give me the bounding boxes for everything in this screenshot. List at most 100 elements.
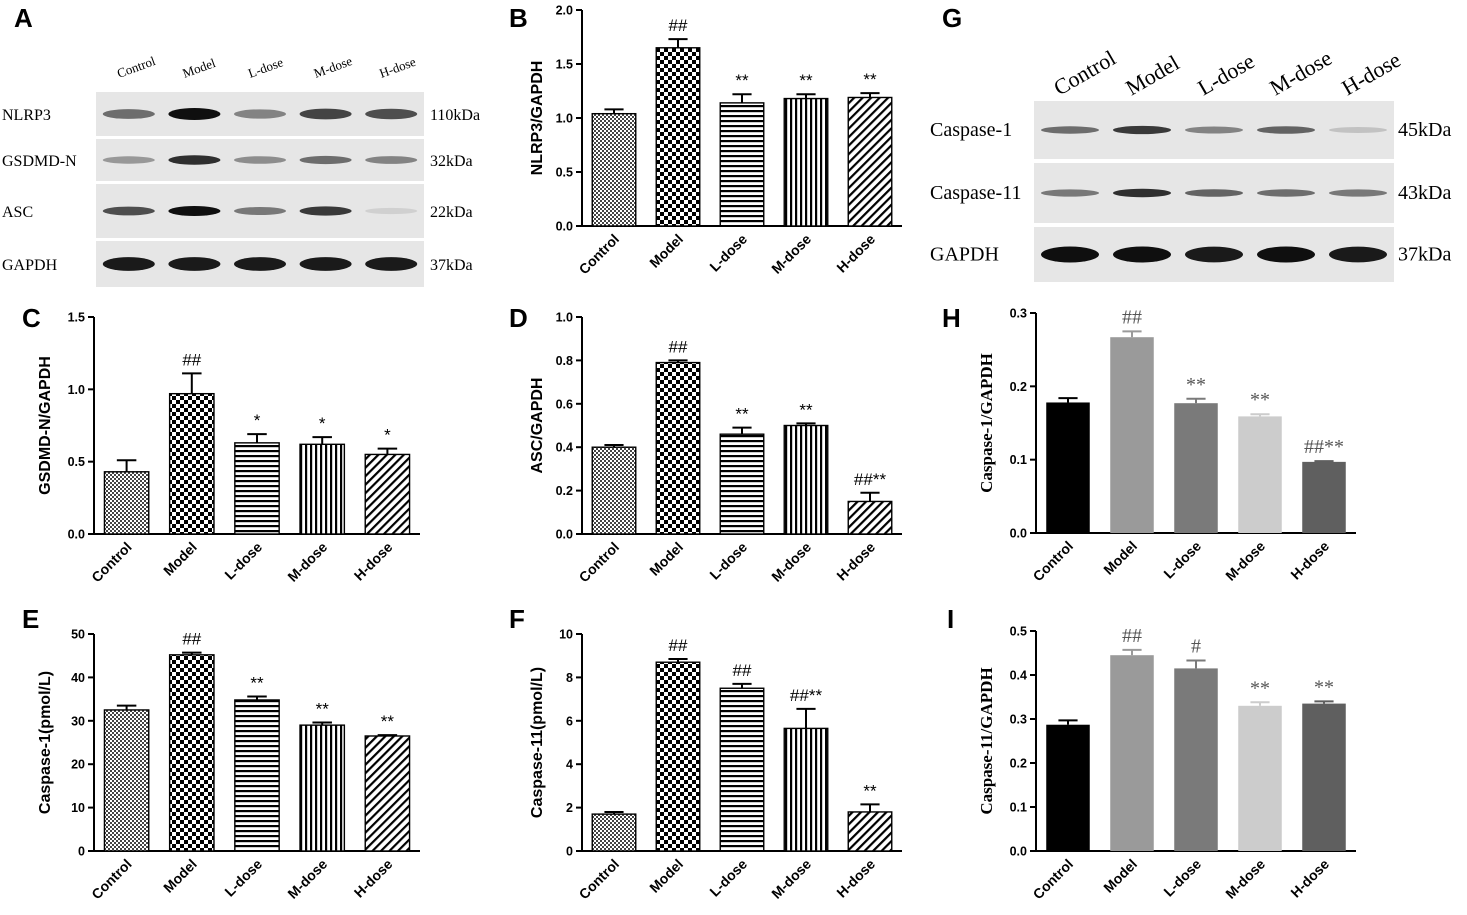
- category-label: M-dose: [284, 539, 330, 585]
- y-tick-label: 0.2: [1010, 757, 1027, 771]
- significance-label: **: [1250, 677, 1270, 699]
- blot-band: [1113, 125, 1171, 135]
- significance-label: ##: [1122, 306, 1142, 328]
- blot-lane-label: Control: [115, 53, 158, 81]
- significance-label: ##: [182, 630, 201, 649]
- y-axis-label: Caspase-11(pmol/L): [529, 667, 546, 818]
- blot-lane-label: Control: [1049, 45, 1120, 100]
- chart-b-nlrp3: 0.0 0.5 1.0 1.5 2.0 NLRP3/GAPDH Control ## Model…: [529, 4, 902, 277]
- blot-band: [168, 206, 221, 216]
- blot-protein-label: Caspase-11: [930, 182, 1021, 204]
- y-tick-label: 10: [71, 801, 85, 815]
- bar: [1110, 337, 1154, 533]
- y-axis-label: NLRP3/GAPDH: [529, 61, 546, 176]
- y-tick-label: 0.1: [1010, 453, 1027, 467]
- bar: [847, 811, 893, 852]
- blot-size-label: 37kDa: [430, 257, 473, 274]
- blot-band: [1041, 126, 1099, 134]
- significance-label: *: [319, 414, 326, 433]
- panel-label-d: D: [509, 303, 528, 333]
- blot-band: [1041, 189, 1099, 197]
- category-label: L-dose: [1160, 538, 1204, 582]
- blot-band: [299, 108, 352, 120]
- blot-lane-label: M-dose: [1265, 45, 1336, 100]
- bar: [1046, 402, 1090, 533]
- bar: [1302, 703, 1346, 851]
- y-tick-label: 0.6: [556, 397, 573, 411]
- category-label: L-dose: [706, 231, 750, 275]
- bar: [783, 727, 829, 852]
- category-label: H-dose: [351, 539, 396, 584]
- y-tick-label: 8: [566, 671, 573, 685]
- y-tick-label: 4: [566, 758, 573, 772]
- bar: [719, 687, 765, 852]
- bar: [655, 661, 701, 852]
- y-tick-label: 0.0: [1010, 527, 1027, 541]
- bar: [783, 424, 829, 535]
- bar: [103, 709, 150, 852]
- y-tick-label: 1.0: [556, 112, 573, 126]
- blot-protein-label: NLRP3: [2, 107, 51, 124]
- western-blot-g: Control Model L-dose M-dose H-dose Caspase-1 4…: [930, 45, 1451, 282]
- category-label: Model: [646, 231, 686, 271]
- blot-size-label: 110kDa: [430, 107, 480, 124]
- y-tick-label: 0.3: [1010, 307, 1027, 321]
- y-tick-label: 0.5: [556, 166, 573, 180]
- bar: [1174, 403, 1218, 533]
- y-tick-label: 0: [78, 845, 85, 859]
- category-label: Control: [1030, 856, 1077, 903]
- bar: [103, 471, 150, 535]
- category-label: M-dose: [1222, 856, 1268, 902]
- bar: [783, 97, 829, 227]
- blot-size-label: 43kDa: [1398, 182, 1451, 204]
- category-label: M-dose: [768, 231, 814, 277]
- blot-band: [299, 155, 352, 165]
- category-label: L-dose: [1160, 856, 1204, 900]
- y-tick-label: 40: [71, 671, 85, 685]
- category-label: H-dose: [833, 539, 878, 584]
- blot-band: [365, 156, 418, 164]
- blot-protein-label: GAPDH: [2, 257, 58, 274]
- blot-band: [102, 206, 155, 216]
- bar: [591, 112, 637, 227]
- significance-label: **: [1186, 374, 1206, 396]
- panel-label-a: A: [14, 3, 33, 33]
- category-label: Control: [576, 539, 623, 586]
- category-label: L-dose: [221, 856, 265, 900]
- panel-label-f: F: [509, 604, 525, 634]
- chart-f-caspase11-pmol: 0 2 4 6 8 10 Caspase-11(pmol/L) Control ## Model #…: [529, 628, 902, 902]
- y-tick-label: 20: [71, 758, 85, 772]
- bar: [719, 433, 765, 535]
- chart-e-caspase1-pmol: 0 10 20 30 40 50 Caspase-1(pmol/L) Control ## Mod…: [37, 628, 420, 902]
- blot-band: [234, 257, 286, 271]
- blot-lane-label: M-dose: [312, 53, 355, 81]
- bar: [1238, 705, 1282, 851]
- blot-size-label: 32kDa: [430, 153, 473, 170]
- bar: [299, 724, 346, 852]
- bar: [299, 443, 346, 535]
- category-label: Control: [1030, 538, 1077, 585]
- category-label: Model: [160, 539, 200, 579]
- bar: [234, 699, 280, 852]
- significance-label: **: [799, 71, 813, 90]
- category-label: M-dose: [768, 539, 814, 585]
- y-tick-label: 0.4: [556, 441, 573, 455]
- bar: [1302, 461, 1346, 533]
- bar: [1174, 668, 1218, 851]
- bar: [591, 446, 637, 535]
- y-axis-label: Caspase-1/GAPDH: [977, 353, 996, 493]
- y-tick-label: 30: [71, 714, 85, 728]
- chart-c-gsdmd: 0.0 0.5 1.0 1.5 GSDMD-N/GAPDH Control ## Model *…: [37, 311, 420, 585]
- blot-band: [168, 257, 221, 271]
- y-tick-label: 2.0: [556, 4, 573, 18]
- significance-label: **: [381, 712, 395, 731]
- category-label: H-dose: [1287, 856, 1332, 901]
- significance-label: ##**: [790, 686, 823, 705]
- significance-label: ##: [669, 636, 688, 655]
- panel-label-i: I: [947, 604, 954, 634]
- bar: [364, 453, 411, 535]
- blot-band: [1329, 127, 1387, 133]
- significance-label: ##: [669, 337, 688, 356]
- blot-band: [299, 257, 352, 271]
